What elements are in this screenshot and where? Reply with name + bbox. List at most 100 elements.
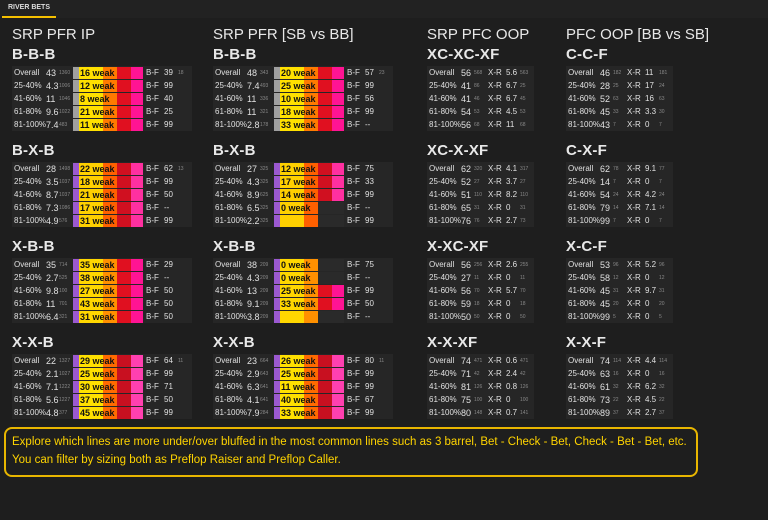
- table-row[interactable]: 81-100% 99 5 X-R 0 5: [566, 310, 673, 323]
- range-bar[interactable]: 29 weak: [73, 354, 143, 367]
- range-bar[interactable]: 17 weak: [274, 175, 344, 188]
- table-row[interactable]: 61-80% 4.1 641 40 weak B-F 67: [213, 393, 393, 406]
- table-row[interactable]: 61-80% 65 31 X-R 0 31: [427, 201, 534, 214]
- table-row[interactable]: Overall 23 664 26 weak B-F 80 11: [213, 354, 393, 367]
- range-bar[interactable]: 0 weak: [274, 201, 344, 214]
- table-row[interactable]: 25-40% 28 25 X-R 17 24: [566, 79, 673, 92]
- table-row[interactable]: Overall 35 714 35 weak B-F 29: [12, 258, 192, 271]
- table-row[interactable]: 41-60% 8.9 625 14 weak B-F 99: [213, 188, 393, 201]
- table-row[interactable]: Overall 74 114 X-R 4.4 114: [566, 354, 673, 367]
- table-row[interactable]: 25-40% 7.4 493 25 weak B-F 99: [213, 79, 393, 92]
- range-bar[interactable]: 35 weak: [73, 258, 143, 271]
- range-bar[interactable]: 21 weak: [73, 188, 143, 201]
- range-bar[interactable]: 31 weak: [73, 214, 143, 227]
- table-row[interactable]: 81-100% 50 50 X-R 0 50: [427, 310, 534, 323]
- table-row[interactable]: 61-80% 6.5 325 0 weak B-F --: [213, 201, 393, 214]
- table-row[interactable]: 81-100% 6.4 321 31 weak B-F 50: [12, 310, 192, 323]
- range-bar[interactable]: 18 weak: [73, 175, 143, 188]
- table-row[interactable]: 25-40% 2.1 1027 25 weak B-F 99: [12, 367, 192, 380]
- table-row[interactable]: 61-80% 5.6 1227 37 weak B-F 50: [12, 393, 192, 406]
- range-bar[interactable]: 31 weak: [73, 310, 143, 323]
- table-row[interactable]: 61-80% 9.1 209 33 weak B-F 50: [213, 297, 393, 310]
- table-row[interactable]: 41-60% 54 24 X-R 4.2 24: [566, 188, 673, 201]
- table-row[interactable]: Overall 38 209 0 weak B-F 75: [213, 258, 393, 271]
- range-bar[interactable]: 21 weak: [73, 105, 143, 118]
- table-row[interactable]: Overall 62 78 X-R 9.1 77: [566, 162, 673, 175]
- table-row[interactable]: 81-100% 4.9 576 31 weak B-F 99: [12, 214, 192, 227]
- table-row[interactable]: 61-80% 79 14 X-R 7.1 14: [566, 201, 673, 214]
- table-row[interactable]: 81-100% 2.8 178 33 weak B-F --: [213, 118, 393, 131]
- table-row[interactable]: 41-60% 9.8 100 27 weak B-F 50: [12, 284, 192, 297]
- table-row[interactable]: 81-100% 76 76 X-R 2.7 73: [427, 214, 534, 227]
- table-row[interactable]: 25-40% 14 7 X-R 0 7: [566, 175, 673, 188]
- table-row[interactable]: 25-40% 52 27 X-R 3.7 27: [427, 175, 534, 188]
- table-row[interactable]: 61-80% 73 22 X-R 4.5 22: [566, 393, 673, 406]
- table-row[interactable]: 41-60% 13 209 25 weak B-F 99: [213, 284, 393, 297]
- table-row[interactable]: 25-40% 2.7 525 38 weak B-F --: [12, 271, 192, 284]
- table-row[interactable]: 41-60% 7.1 1222 30 weak B-F 71: [12, 380, 192, 393]
- table-row[interactable]: 41-60% 6.3 641 11 weak B-F 99: [213, 380, 393, 393]
- table-row[interactable]: 25-40% 2.9 643 25 weak B-F 99: [213, 367, 393, 380]
- table-row[interactable]: 41-60% 45 31 X-R 9.7 31: [566, 284, 673, 297]
- table-row[interactable]: 81-100% 80 148 X-R 0.7 141: [427, 406, 534, 419]
- range-bar[interactable]: 33 weak: [274, 406, 344, 419]
- range-bar[interactable]: 25 weak: [274, 284, 344, 297]
- range-bar[interactable]: 22 weak: [73, 162, 143, 175]
- table-row[interactable]: 61-80% 11 321 18 weak B-F 99: [213, 105, 393, 118]
- range-bar[interactable]: 10 weak: [274, 92, 344, 105]
- table-row[interactable]: 25-40% 3.5 1037 18 weak B-F 99: [12, 175, 192, 188]
- range-bar[interactable]: 14 weak: [274, 188, 344, 201]
- table-row[interactable]: 81-100% 7.4 483 11 weak B-F 99: [12, 118, 192, 131]
- range-bar[interactable]: 0 weak: [274, 258, 344, 271]
- table-row[interactable]: 81-100% 2.2 325 B-F 99: [213, 214, 393, 227]
- table-row[interactable]: 61-80% 45 20 X-R 0 20: [566, 297, 673, 310]
- range-bar[interactable]: 18 weak: [274, 105, 344, 118]
- range-bar[interactable]: 16 weak: [73, 66, 143, 79]
- table-row[interactable]: 81-100% 89 37 X-R 2.7 37: [566, 406, 673, 419]
- range-bar[interactable]: 12 weak: [274, 162, 344, 175]
- table-row[interactable]: 81-100% 99 7 X-R 0 7: [566, 214, 673, 227]
- table-row[interactable]: 81-100% 4.8 377 45 weak B-F 99: [12, 406, 192, 419]
- table-row[interactable]: 41-60% 61 32 X-R 6.2 32: [566, 380, 673, 393]
- range-bar[interactable]: 33 weak: [274, 297, 344, 310]
- table-row[interactable]: Overall 56 568 X-R 5.6 563: [427, 66, 534, 79]
- table-row[interactable]: Overall 46 182 X-R 11 181: [566, 66, 673, 79]
- table-row[interactable]: 25-40% 71 42 X-R 2.4 42: [427, 367, 534, 380]
- range-bar[interactable]: 43 weak: [73, 297, 143, 310]
- range-bar[interactable]: 11 weak: [274, 380, 344, 393]
- range-bar[interactable]: [274, 214, 344, 227]
- table-row[interactable]: 25-40% 4.3 325 17 weak B-F 33: [213, 175, 393, 188]
- range-bar[interactable]: 37 weak: [73, 393, 143, 406]
- table-row[interactable]: 81-100% 7.9 284 33 weak B-F 99: [213, 406, 393, 419]
- table-row[interactable]: Overall 22 1327 29 weak B-F 64 11: [12, 354, 192, 367]
- range-bar[interactable]: 8 weak: [73, 92, 143, 105]
- table-row[interactable]: Overall 53 96 X-R 5.2 96: [566, 258, 673, 271]
- range-bar[interactable]: [274, 310, 344, 323]
- table-row[interactable]: 81-100% 43 7 X-R 0 7: [566, 118, 673, 131]
- table-row[interactable]: 81-100% 3.8 209 B-F --: [213, 310, 393, 323]
- table-row[interactable]: 25-40% 58 12 X-R 0 12: [566, 271, 673, 284]
- range-bar[interactable]: 20 weak: [274, 66, 344, 79]
- table-row[interactable]: 81-100% 56 68 X-R 11 68: [427, 118, 534, 131]
- table-row[interactable]: 25-40% 4.3 1006 12 weak B-F 99: [12, 79, 192, 92]
- range-bar[interactable]: 30 weak: [73, 380, 143, 393]
- range-bar[interactable]: 33 weak: [274, 118, 344, 131]
- table-row[interactable]: 61-80% 75 100 X-R 0 100: [427, 393, 534, 406]
- table-row[interactable]: 61-80% 54 53 X-R 4.5 53: [427, 105, 534, 118]
- table-row[interactable]: 25-40% 4.3 209 0 weak B-F --: [213, 271, 393, 284]
- tab-river-bets[interactable]: RIVER BETS: [2, 0, 57, 18]
- table-row[interactable]: Overall 48 343 20 weak B-F 57 23: [213, 66, 393, 79]
- range-bar[interactable]: 25 weak: [274, 367, 344, 380]
- table-row[interactable]: 41-60% 11 1046 8 weak B-F 40: [12, 92, 192, 105]
- range-bar[interactable]: 17 weak: [73, 201, 143, 214]
- table-row[interactable]: Overall 62 320 X-R 4.1 317: [427, 162, 534, 175]
- range-bar[interactable]: 26 weak: [274, 354, 344, 367]
- table-row[interactable]: Overall 74 471 X-R 0.6 471: [427, 354, 534, 367]
- table-row[interactable]: 41-60% 56 70 X-R 5.7 70: [427, 284, 534, 297]
- table-row[interactable]: 25-40% 63 16 X-R 0 16: [566, 367, 673, 380]
- table-row[interactable]: Overall 27 325 12 weak B-F 75: [213, 162, 393, 175]
- table-row[interactable]: 41-60% 8.7 1037 21 weak B-F 50: [12, 188, 192, 201]
- range-bar[interactable]: 11 weak: [73, 118, 143, 131]
- table-row[interactable]: 41-60% 41 46 X-R 6.7 45: [427, 92, 534, 105]
- table-row[interactable]: 61-80% 7.3 1086 17 weak B-F --: [12, 201, 192, 214]
